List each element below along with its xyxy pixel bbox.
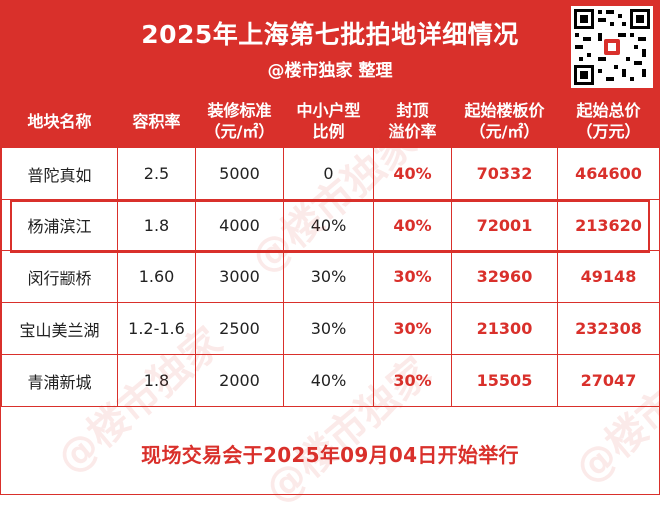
table-row: 青浦新城 1.8 2000 40% 30% 15505 27047 [1,354,660,407]
footer-text: 现场交易会于2025年09月04日开始举行 [141,443,519,467]
cell-far: 1.60 [117,250,196,303]
cell-name: 青浦新城 [1,354,118,407]
table-row: 普陀真如 2.5 5000 0 40% 70332 464600 [1,147,660,200]
cell-total-price: 49148 [557,250,660,303]
cell-decoration: 3000 [195,250,284,303]
cell-name: 杨浦滨江 [1,199,118,251]
column-header-premium-cap: 封顶 溢价率 [373,94,452,148]
cell-total-price: 232308 [557,302,660,355]
cell-name: 普陀真如 [1,147,118,200]
column-header-floor-price: 起始楼板价 （元/㎡） [451,94,558,148]
cell-total-price: 213620 [557,199,660,251]
column-header-total-price: 起始总价 （万元） [557,94,660,148]
land-auction-table: 地块名称 容积率 装修标准 （元/㎡） 中小户型 比例 封顶 溢价率 起始楼板价 （元/… [1,94,660,407]
cell-name: 闵行颛桥 [1,250,118,303]
cell-floor-price: 32960 [451,250,558,303]
cell-floor-price: 70332 [451,147,558,200]
header: 2025年上海第七批拍地详细情况 @楼市独家 整理 [1,1,659,94]
table-row-highlighted: 杨浦滨江 1.8 4000 40% 40% 72001 213620 [1,199,660,251]
cell-premium-cap: 40% [373,147,452,200]
cell-decoration: 2500 [195,302,284,355]
cell-decoration: 5000 [195,147,284,200]
footer: 现场交易会于2025年09月04日开始举行 [1,412,659,494]
cell-premium-cap: 40% [373,199,452,251]
cell-floor-price: 21300 [451,302,558,355]
cell-small-unit-ratio: 30% [283,250,374,303]
cell-small-unit-ratio: 40% [283,199,374,251]
table-row: 宝山美兰湖 1.2-1.6 2500 30% 30% 21300 232308 [1,302,660,355]
table-row: 闵行颛桥 1.60 3000 30% 30% 32960 49148 [1,250,660,303]
page-subtitle: @楼市独家 整理 [267,61,393,81]
cell-far: 1.8 [117,199,196,251]
column-header-decoration: 装修标准 （元/㎡） [195,94,284,148]
cell-floor-price: 72001 [451,199,558,251]
cell-small-unit-ratio: 30% [283,302,374,355]
cell-premium-cap: 30% [373,302,452,355]
cell-premium-cap: 30% [373,250,452,303]
page-title: 2025年上海第七批拍地详细情况 [141,20,519,49]
cell-small-unit-ratio: 40% [283,354,374,407]
cell-floor-price: 15505 [451,354,558,407]
cell-small-unit-ratio: 0 [283,147,374,200]
cell-far: 2.5 [117,147,196,200]
cell-far: 1.2-1.6 [117,302,196,355]
column-header-small-unit-ratio: 中小户型 比例 [283,94,374,148]
cell-name: 宝山美兰湖 [1,302,118,355]
column-header-name: 地块名称 [1,94,118,148]
table-header-row: 地块名称 容积率 装修标准 （元/㎡） 中小户型 比例 封顶 溢价率 起始楼板价 （元/… [1,94,660,148]
cell-premium-cap: 30% [373,354,452,407]
cell-total-price: 27047 [557,354,660,407]
column-header-far: 容积率 [117,94,196,148]
cell-decoration: 2000 [195,354,284,407]
qr-code-icon [571,6,653,88]
cell-far: 1.8 [117,354,196,407]
cell-total-price: 464600 [557,147,660,200]
cell-decoration: 4000 [195,199,284,251]
